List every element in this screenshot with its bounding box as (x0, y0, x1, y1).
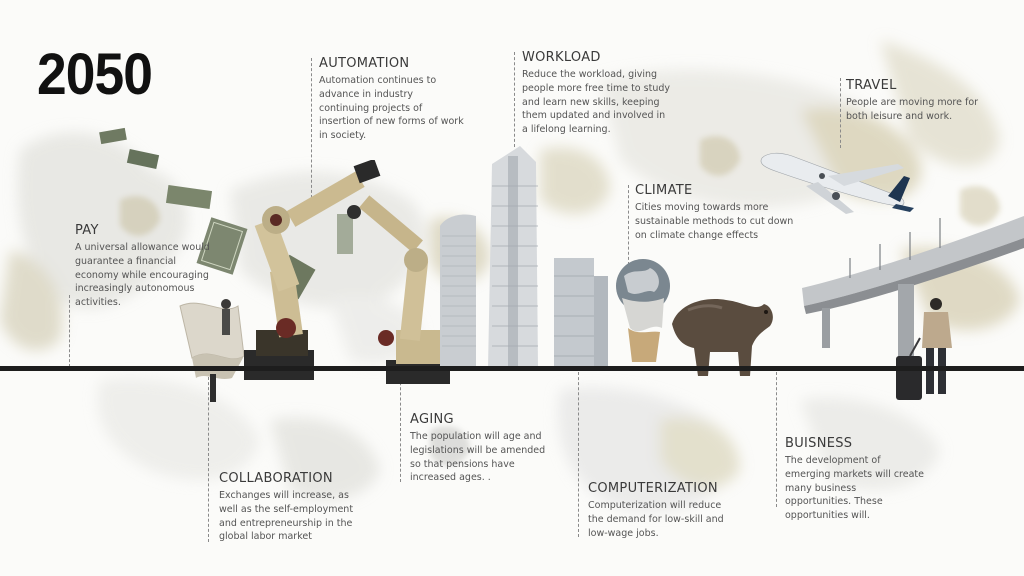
connector-line-aging (400, 372, 401, 482)
collaboration-block: COLLABORATION Exchanges will increase, a… (219, 471, 359, 544)
travel-block: TRAVEL People are moving more for both l… (846, 78, 986, 124)
computerization-text: Computerization will reduce the demand f… (588, 499, 724, 539)
highway-bridge-illustration (802, 216, 1024, 368)
aging-text: The population will age and legislations… (410, 430, 546, 484)
aging-block: AGING The population will age and legisl… (410, 412, 552, 485)
travel-heading: TRAVEL (846, 78, 897, 93)
connector-line-pay (69, 295, 70, 367)
buisness-text: The development of emerging markets will… (785, 454, 924, 522)
climate-text: Cities moving towards more sustainable m… (635, 201, 794, 241)
automation-heading: AUTOMATION (319, 56, 410, 71)
bear-illustration (672, 299, 773, 376)
automation-block: AUTOMATION Automation continues to advan… (319, 56, 465, 143)
buisness-heading: BUISNESS (785, 436, 853, 451)
pay-text: A universal allowance would guarantee a … (75, 241, 210, 309)
travel-text: People are moving more for both leisure … (846, 96, 979, 122)
connector-line-computerization (578, 372, 579, 537)
robot-arm-illustration (244, 160, 450, 384)
connector-line-climate (628, 185, 629, 265)
workload-heading: WORKLOAD (522, 50, 601, 65)
buisness-block: BUISNESS The development of emerging mar… (785, 436, 925, 523)
automation-text: Automation continues to advance in indus… (319, 74, 464, 142)
collaboration-heading: COLLABORATION (219, 471, 333, 486)
computerization-block: COMPUTERIZATION Computerization will red… (588, 481, 728, 540)
connector-line-collaboration (208, 372, 209, 542)
collaboration-text: Exchanges will increase, as well as the … (219, 489, 354, 543)
computerization-heading: COMPUTERIZATION (588, 481, 718, 496)
workload-text: Reduce the workload, giving people more … (522, 68, 670, 136)
page-title: 2050 (37, 42, 153, 107)
connector-line-workload (514, 52, 515, 147)
climate-heading: CLIMATE (635, 183, 693, 198)
timeline-bar (0, 366, 1024, 371)
connector-line-travel (840, 78, 841, 148)
pay-block: PAY A universal allowance would guarante… (75, 223, 215, 310)
airplane-illustration (760, 152, 914, 214)
pay-heading: PAY (75, 223, 99, 238)
climate-block: CLIMATE Cities moving towards more susta… (635, 183, 795, 242)
connector-line-automation (311, 58, 312, 198)
traveler-with-suitcase-illustration (896, 298, 952, 400)
connector-line-buisness (776, 372, 777, 507)
aging-heading: AGING (410, 412, 454, 427)
melting-globe-illustration (616, 259, 670, 362)
workload-block: WORKLOAD Reduce the workload, giving peo… (522, 50, 672, 137)
skyscrapers-illustration (440, 146, 608, 368)
